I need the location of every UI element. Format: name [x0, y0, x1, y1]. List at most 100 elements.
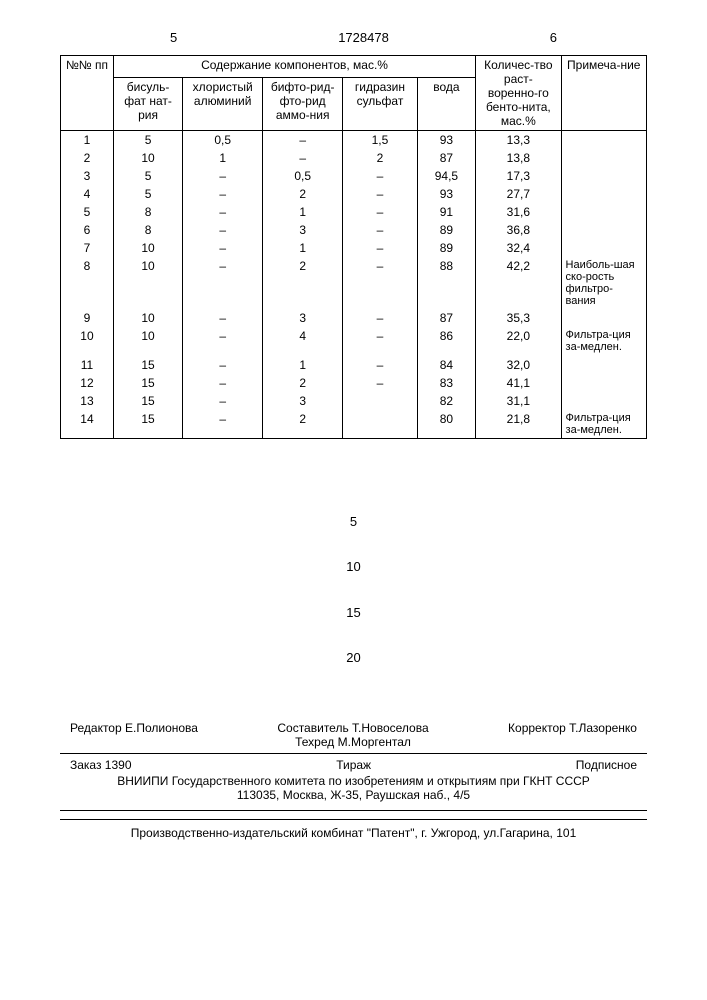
cell: –: [183, 392, 263, 410]
table-row: 710–1–8932,4: [61, 239, 647, 257]
corrector-label: Корректор: [508, 721, 566, 735]
cell: –: [343, 185, 418, 203]
cell: –: [183, 327, 263, 355]
cell: –: [183, 221, 263, 239]
cell: [561, 203, 646, 221]
cell: 10: [61, 327, 114, 355]
cell: –: [343, 327, 418, 355]
cell: 3: [263, 309, 343, 327]
cell: 42,2: [476, 257, 561, 309]
cell: 10: [113, 309, 182, 327]
editor-label: Редактор: [70, 721, 122, 735]
table-row: 810–2–8842,2Наиболь-шая ско-рость фильтр…: [61, 257, 647, 309]
cell: 36,8: [476, 221, 561, 239]
cell: 15: [113, 410, 182, 439]
cell: Фильтра-ция за-медлен.: [561, 410, 646, 439]
cell: –: [343, 221, 418, 239]
cell: 1,5: [343, 131, 418, 150]
table-row: 1115–1–8432,0: [61, 356, 647, 374]
footer-order: Заказ 1390 Тираж Подписное: [60, 754, 647, 772]
cell: 15: [113, 374, 182, 392]
cell: 15: [113, 392, 182, 410]
cell: 2: [263, 410, 343, 439]
cell: 82: [417, 392, 475, 410]
cell: [561, 309, 646, 327]
cell: [561, 221, 646, 239]
order: Заказ 1390: [70, 758, 132, 772]
compiler-name: Т.Новоселова: [352, 721, 429, 735]
org1: ВНИИПИ Государственного комитета по изоб…: [60, 774, 647, 788]
cell: 41,1: [476, 374, 561, 392]
cell: [561, 131, 646, 150]
corrector: Корректор Т.Лазоренко: [508, 721, 637, 749]
editor: Редактор Е.Полионова: [70, 721, 198, 749]
cell: 13,8: [476, 149, 561, 167]
cell: –: [183, 167, 263, 185]
cell: –: [343, 309, 418, 327]
cell: [561, 356, 646, 374]
corrector-name: Т.Лазоренко: [569, 721, 637, 735]
table-row: 1010–4–8622,0Фильтра-ция за-медлен.: [61, 327, 647, 355]
linenum: 10: [60, 544, 647, 590]
cell: 8: [113, 221, 182, 239]
page-right: 6: [550, 30, 557, 45]
cell: 4: [263, 327, 343, 355]
compiler-techred: Составитель Т.Новоселова Техред М.Морген…: [277, 721, 428, 749]
table-row: 45–2–9327,7: [61, 185, 647, 203]
line-numbers: 5 10 15 20: [60, 499, 647, 681]
editor-name: Е.Полионова: [125, 721, 198, 735]
cell: –: [343, 167, 418, 185]
cell: –: [183, 356, 263, 374]
col2: хлористый алюминий: [183, 77, 263, 130]
cell: 2: [61, 149, 114, 167]
col-no: №№ пп: [61, 56, 114, 131]
cell: –: [343, 374, 418, 392]
cell: 8: [113, 203, 182, 221]
cell: 80: [417, 410, 475, 439]
page-header: 5 1728478 6: [60, 30, 647, 45]
cell: –: [183, 239, 263, 257]
table-row: 1415–28021,8Фильтра-ция за-медлен.: [61, 410, 647, 439]
cell: 1: [183, 149, 263, 167]
page-left: 5: [170, 30, 177, 45]
page: 5 1728478 6 №№ пп Содержание компонентов…: [0, 0, 707, 870]
cell: 93: [417, 131, 475, 150]
cell: –: [183, 309, 263, 327]
cell: [343, 410, 418, 439]
cell: –: [183, 410, 263, 439]
cell: 84: [417, 356, 475, 374]
cell: 5: [113, 185, 182, 203]
cell: 1: [263, 203, 343, 221]
page-center: 1728478: [338, 30, 389, 45]
cell: 15: [113, 356, 182, 374]
cell: 2: [263, 185, 343, 203]
table-row: 910–3–8735,3: [61, 309, 647, 327]
cell: 0,5: [263, 167, 343, 185]
footer-credits: Редактор Е.Полионова Составитель Т.Новос…: [60, 721, 647, 754]
cell: [561, 185, 646, 203]
cell: –: [343, 203, 418, 221]
cell: –: [343, 356, 418, 374]
cell: 7: [61, 239, 114, 257]
cell: 88: [417, 257, 475, 309]
cell: –: [183, 257, 263, 309]
linenum: 15: [60, 590, 647, 636]
cell: 5: [113, 131, 182, 150]
cell: 1: [61, 131, 114, 150]
cell: –: [183, 203, 263, 221]
cell: –: [263, 131, 343, 150]
cell: Фильтра-ция за-медлен.: [561, 327, 646, 355]
cell: 10: [113, 149, 182, 167]
cell: 86: [417, 327, 475, 355]
cell: 87: [417, 149, 475, 167]
table-row: 35–0,5–94,517,3: [61, 167, 647, 185]
cell: 4: [61, 185, 114, 203]
cell: 93: [417, 185, 475, 203]
cell: 8: [61, 257, 114, 309]
col-qty: Количес-тво раст-воренно-го бенто-нита, …: [476, 56, 561, 131]
cell: [561, 167, 646, 185]
cell: 11: [61, 356, 114, 374]
techred-label: Техред: [295, 735, 334, 749]
linenum: 20: [60, 635, 647, 681]
cell: 3: [263, 392, 343, 410]
